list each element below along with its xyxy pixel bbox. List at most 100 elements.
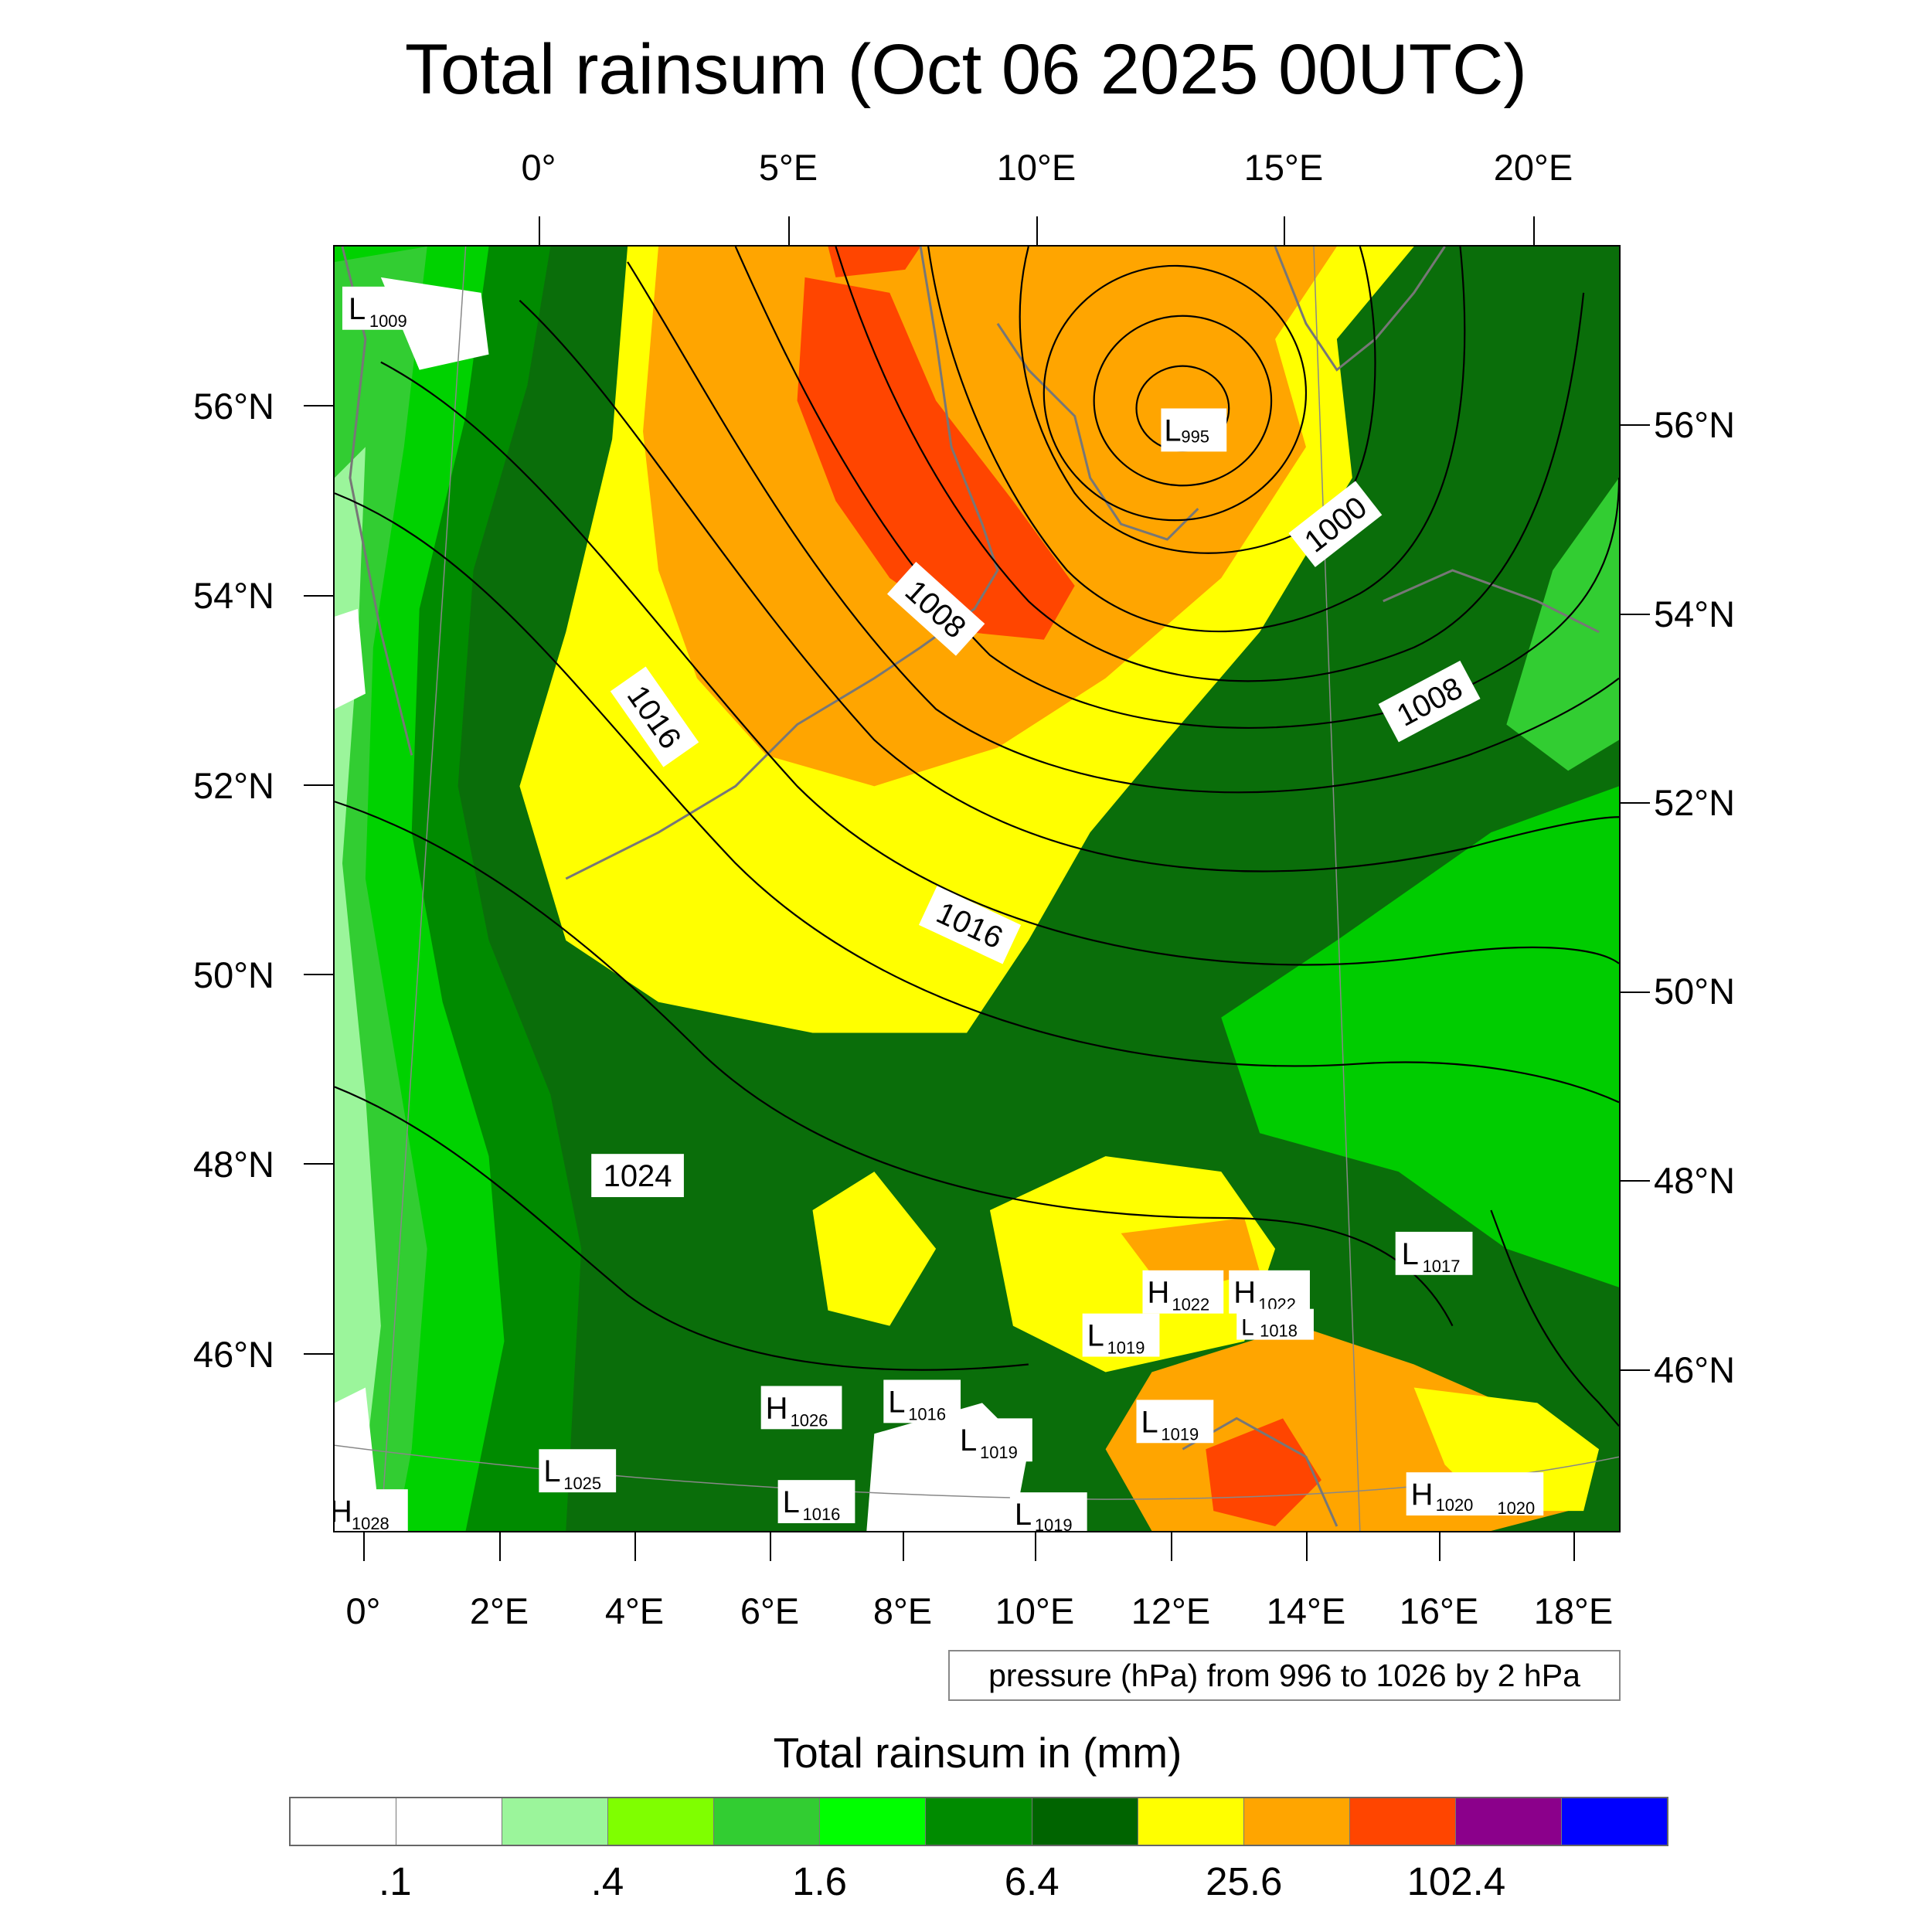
bottom-lon-tick: 8°E <box>872 1590 933 1631</box>
right-lat-tick: 46°N <box>1654 1349 1736 1390</box>
isobar-line <box>734 247 1619 729</box>
tick-mark <box>1171 1532 1172 1561</box>
tick-mark <box>304 784 333 786</box>
bottom-lon-tick: 6°E <box>740 1590 800 1631</box>
pressure-center-type: H <box>1411 1478 1434 1512</box>
left-lat-tick: 56°N <box>192 386 274 427</box>
bottom-lon-tick: 0° <box>345 1590 381 1631</box>
pressure-center-label: L 1019 <box>955 1418 1032 1462</box>
colorbar-label: .4 <box>590 1859 624 1903</box>
tick-mark <box>1621 802 1650 804</box>
isobar-line <box>1490 1209 1619 1427</box>
tick-mark <box>770 1532 771 1561</box>
pressure-center-value: 1017 <box>1423 1257 1461 1276</box>
bottom-lon-tick: 2°E <box>469 1590 529 1631</box>
rain-region-white-patches <box>335 277 489 1531</box>
contour-label-text: 1024 <box>604 1159 672 1193</box>
rainsum-map-canvas: 1000 1008 1008 1016 1016 1024 L 1009 <box>335 247 1619 1531</box>
pressure-center-label: H 1022 <box>1229 1270 1310 1315</box>
colorbar-swatch <box>502 1798 609 1845</box>
left-lat-tick: 50°N <box>192 954 274 995</box>
tick-mark <box>1036 216 1038 245</box>
bottom-lon-tick: 4°E <box>604 1590 665 1631</box>
top-lon-tick: 0° <box>521 147 556 188</box>
pressure-center-value: 1019 <box>1035 1515 1073 1531</box>
rain-region-bright-green-east <box>1221 786 1619 1287</box>
colorbar-swatch <box>291 1798 397 1845</box>
pressure-center-value: 1026 <box>791 1410 828 1430</box>
pressure-center-label: L 1016 <box>883 1379 961 1423</box>
top-lon-tick: 5°E <box>758 147 818 188</box>
pressure-center-type: L <box>1164 413 1181 447</box>
rain-region-red-orange-streak <box>797 277 1075 640</box>
tick-mark <box>1533 216 1535 245</box>
top-lon-tick: 20°E <box>1493 147 1573 188</box>
pressure-center-label: L 1018 <box>1236 1308 1314 1341</box>
pressure-center-label: L 1017 <box>1395 1231 1473 1276</box>
colorbar-swatch <box>1032 1798 1138 1845</box>
pressure-contour-note: pressure (hPa) from 996 to 1026 by 2 hPa <box>948 1650 1621 1701</box>
rain-region-alps-yellow <box>812 1172 937 1326</box>
map-title: Total rainsum (Oct 06 2025 00UTC) <box>404 30 1528 109</box>
tick-mark <box>634 1532 636 1561</box>
pressure-center-value: 1020 <box>1497 1498 1535 1518</box>
pressure-center-value: 1009 <box>369 311 407 331</box>
tick-mark <box>1621 1180 1650 1182</box>
colorbar-swatch <box>714 1798 821 1845</box>
meridian-line <box>380 247 467 1531</box>
rain-region-pale-green-edge <box>335 447 381 1531</box>
pressure-center-type: L <box>1087 1319 1104 1353</box>
pressure-center-type: L <box>783 1485 800 1519</box>
pressure-center-value: 995 <box>1181 427 1209 446</box>
pressure-center-value: 1018 <box>1260 1321 1298 1341</box>
pressure-center-label: L 1019 <box>1082 1313 1160 1358</box>
colorbar-swatch <box>1138 1798 1244 1845</box>
tick-mark <box>304 595 333 597</box>
isobar-line <box>335 492 1619 1104</box>
pressure-center-label: L 995 <box>1161 408 1227 452</box>
pressure-center-type: L <box>1241 1315 1254 1341</box>
tick-mark <box>1621 1369 1650 1371</box>
colorbar-swatch <box>820 1798 927 1845</box>
colorbar-label: 6.4 <box>1004 1859 1060 1903</box>
left-lat-tick: 48°N <box>192 1144 274 1185</box>
left-lat-tick: 46°N <box>192 1334 274 1375</box>
pressure-center-value: 1028 <box>352 1514 389 1531</box>
colorbar-swatch <box>608 1798 715 1845</box>
pressure-center-label: L 1009 <box>342 286 420 331</box>
rain-region-south-yellow <box>989 1156 1276 1372</box>
pressure-center-value: 1019 <box>1107 1338 1145 1358</box>
isobar-line <box>335 801 1454 1327</box>
right-lat-tick: 56°N <box>1654 404 1736 445</box>
bottom-lon-tick: 14°E <box>1266 1590 1346 1631</box>
tick-mark <box>1621 614 1650 615</box>
isobar-line <box>1093 315 1273 487</box>
tick-mark <box>304 974 333 975</box>
bottom-lon-tick: 10°E <box>995 1590 1075 1631</box>
pressure-center-type: L <box>888 1385 905 1419</box>
pressure-center-value: 1020 <box>1436 1495 1474 1515</box>
tick-mark <box>304 1353 333 1355</box>
pressure-center-label: L 1016 <box>777 1480 855 1524</box>
pressure-center-value: 1022 <box>1172 1295 1209 1315</box>
isobar-line <box>627 261 1619 794</box>
colorbar-swatch <box>1243 1798 1350 1845</box>
pressure-center-type: H <box>1147 1276 1169 1310</box>
rain-region-red-orange-top <box>828 247 921 277</box>
pressure-center-value: 1016 <box>803 1505 841 1524</box>
colorbar-title: Total rainsum in (mm) <box>773 1729 1182 1777</box>
tick-mark <box>1573 1532 1575 1561</box>
colorbar-swatch <box>1455 1798 1562 1845</box>
bottom-lon-tick: 18°E <box>1533 1590 1614 1631</box>
pressure-center-label: H 1020 1020 <box>1406 1472 1544 1518</box>
rain-region-south-red <box>1206 1418 1321 1527</box>
colorbar-swatch <box>1561 1798 1668 1845</box>
meridian-line <box>1313 247 1361 1531</box>
right-lat-tick: 48°N <box>1654 1160 1736 1201</box>
isobar-line <box>335 1086 1029 1371</box>
pressure-center-type: H <box>1233 1276 1256 1310</box>
right-lat-tick: 54°N <box>1654 594 1736 634</box>
pressure-center-type: H <box>335 1495 352 1529</box>
isobar-line <box>380 361 1619 966</box>
colorbar <box>289 1797 1668 1846</box>
